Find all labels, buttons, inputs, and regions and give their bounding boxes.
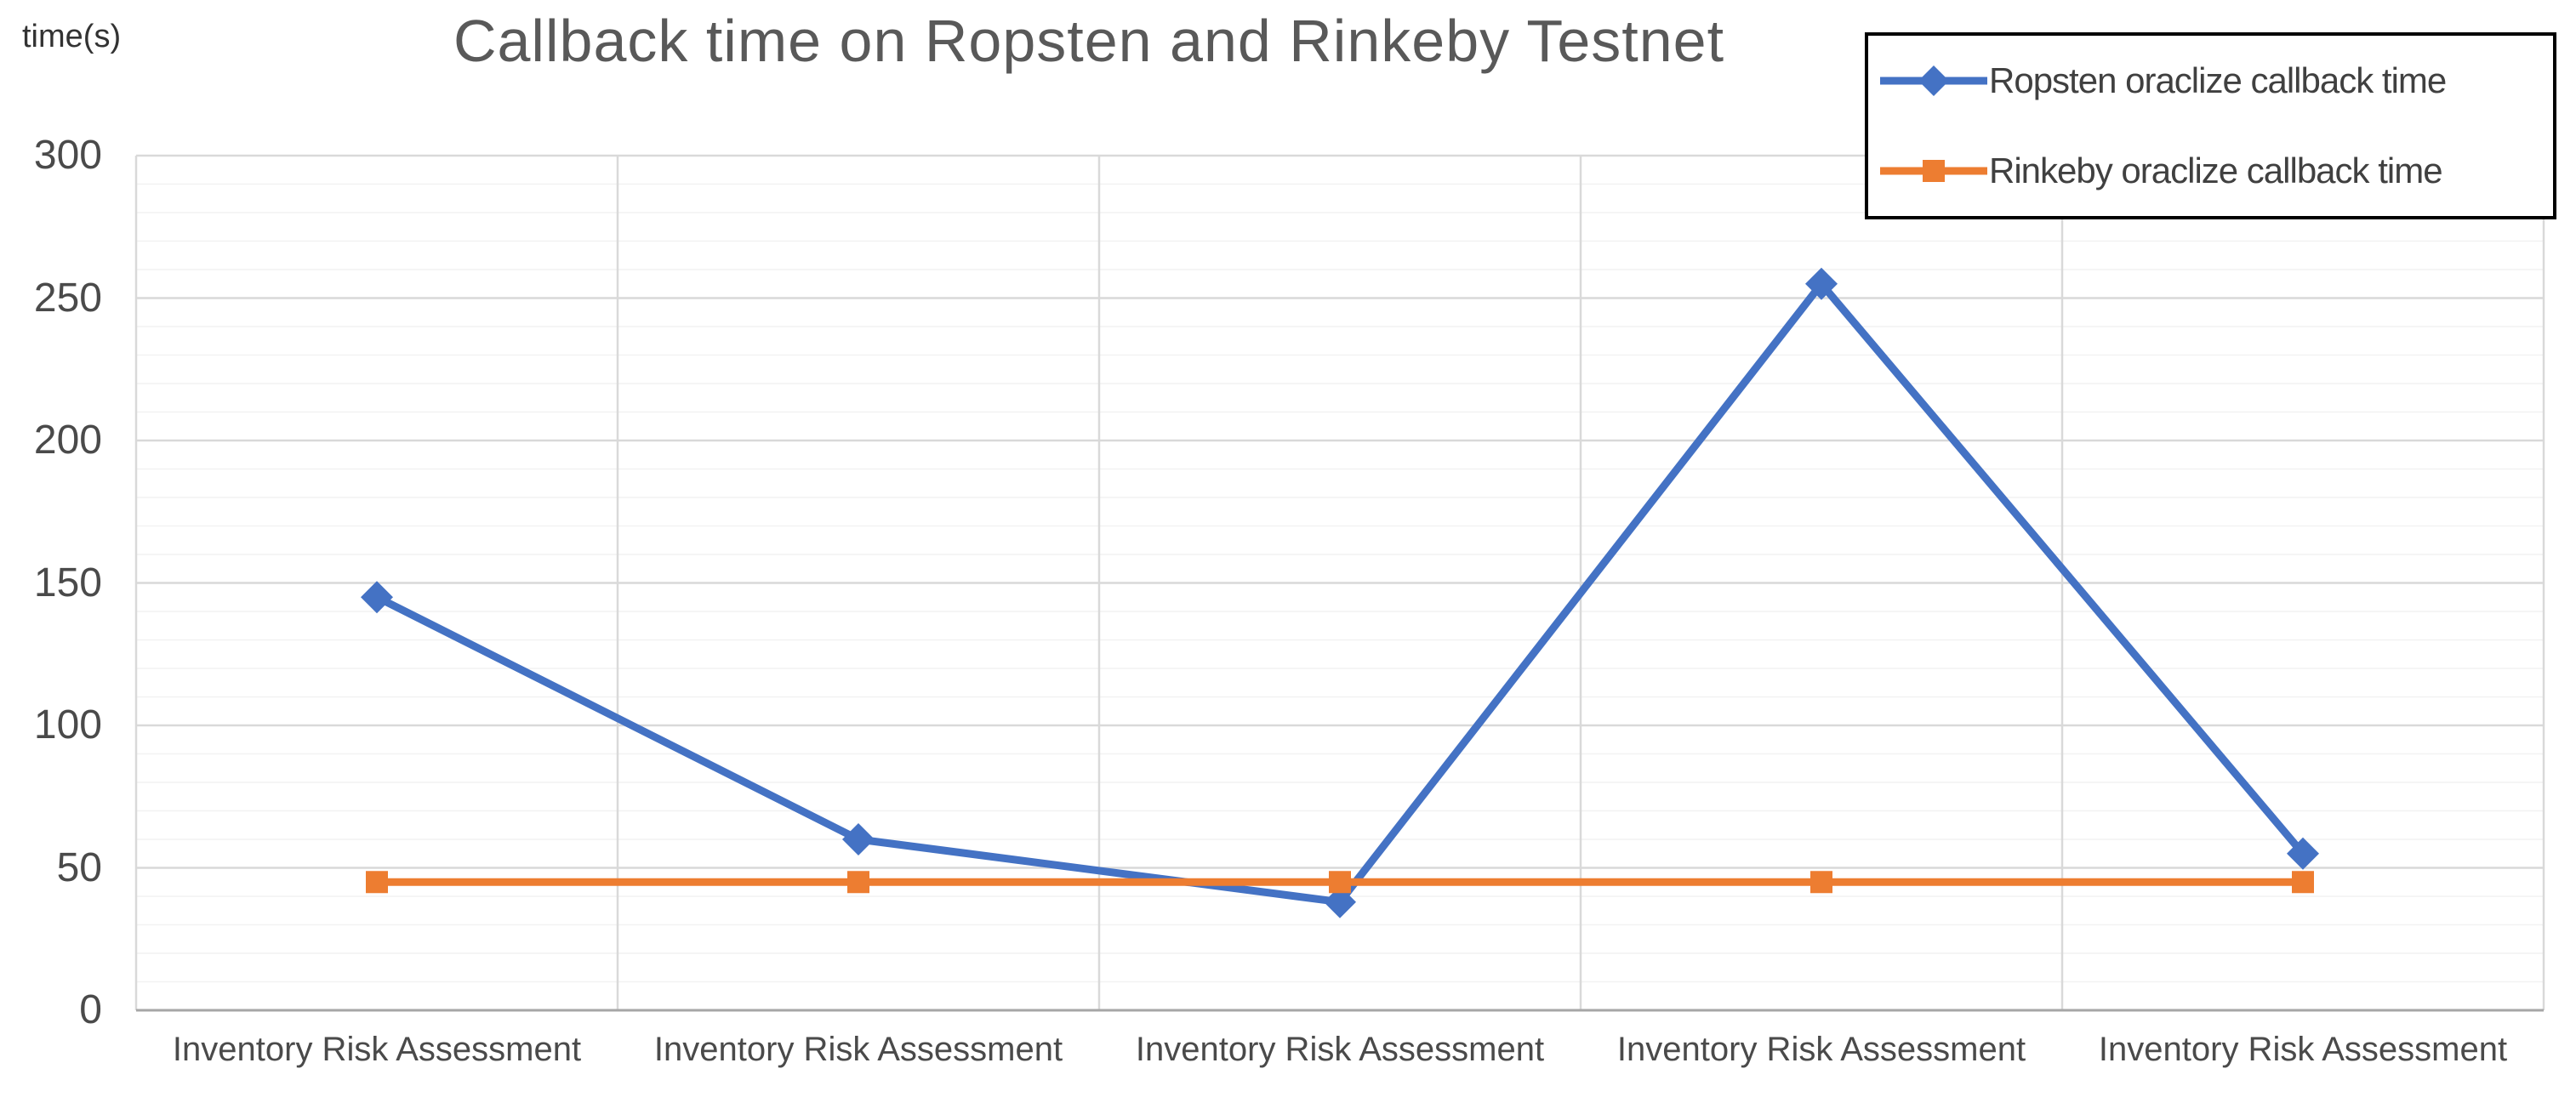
- series-1-marker: [847, 871, 869, 894]
- series-1-marker: [1810, 871, 1832, 894]
- y-tick-label: 100: [33, 702, 102, 747]
- series-1-marker: [366, 871, 388, 894]
- y-axis-title: time(s): [22, 19, 122, 54]
- x-category-label: Inventory Risk Assessment: [1135, 1031, 1545, 1068]
- legend-item-label: Ropsten oraclize callback time: [1989, 60, 2447, 100]
- y-tick-label: 0: [79, 987, 102, 1032]
- x-category-label: Inventory Risk Assessment: [653, 1031, 1063, 1068]
- series-1-marker: [2292, 871, 2314, 894]
- series-0-marker: [842, 823, 875, 855]
- series-0-marker: [2287, 837, 2319, 870]
- diamond-marker-icon: [1880, 65, 1987, 96]
- x-category-label: Inventory Risk Assessment: [172, 1031, 582, 1068]
- legend: Ropsten oraclize callback time Rinkeby or…: [1865, 32, 2556, 219]
- y-tick-label: 300: [33, 133, 102, 178]
- y-tick-label: 200: [33, 418, 102, 463]
- legend-item: Rinkeby oraclize callback time: [1868, 134, 2553, 207]
- y-tick-label: 150: [33, 560, 102, 605]
- square-marker-icon: [1880, 160, 1987, 182]
- chart-title: Callback time on Ropsten and Rinkeby Tes…: [453, 8, 1725, 74]
- legend-item: Ropsten oraclize callback time: [1868, 44, 2553, 117]
- series-0-marker: [361, 581, 393, 614]
- series-1-marker: [1329, 871, 1351, 894]
- series-line-0: [373, 280, 2307, 907]
- x-category-label: Inventory Risk Assessment: [1616, 1031, 2026, 1068]
- x-category-label: Inventory Risk Assessment: [2098, 1031, 2508, 1068]
- y-tick-label: 50: [56, 844, 102, 890]
- series-0-marker: [1324, 885, 1356, 918]
- legend-item-label: Rinkeby oraclize callback time: [1989, 151, 2443, 190]
- series-0-marker: [1805, 267, 1838, 300]
- y-tick-label: 250: [33, 275, 102, 321]
